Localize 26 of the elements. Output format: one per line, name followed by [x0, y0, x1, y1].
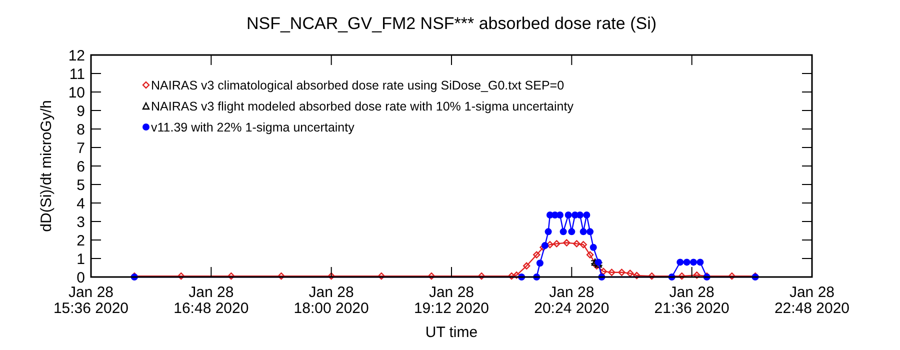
legend-label: v11.39 with 22% 1-sigma uncertainty — [151, 120, 356, 134]
y-tick-label: 9 — [76, 102, 85, 120]
legend-label: NAIRAS v3 climatological absorbed dose rate using SiDose_G0.txt SEP=0 — [151, 78, 564, 92]
y-tick-label: 8 — [76, 121, 85, 138]
y-tick-label: 7 — [76, 140, 85, 157]
legend-label: NAIRAS v3 flight modeled absorbed dose rate with 10% 1-sigma uncertainty — [151, 99, 574, 114]
y-tick-label: 5 — [76, 176, 85, 194]
x-tick-label: Jan 28 22:48 2020 — [774, 284, 850, 317]
x-tick-label: Jan 28 15:36 2020 — [53, 284, 129, 317]
y-tick-label: 0 — [76, 269, 85, 286]
y-tick-label: 11 — [69, 66, 85, 83]
x-tick-label: Jan 28 18:00 2020 — [294, 284, 369, 317]
x-tick-label: Jan 28 16:48 2020 — [174, 284, 249, 317]
y-axis-title: dD(Si)/dt microGy/h — [38, 100, 55, 232]
x-tick-label: Jan 28 21:36 2020 — [654, 284, 730, 317]
y-tick-label: 1 — [76, 250, 85, 268]
y-tick-label: 6 — [76, 158, 85, 176]
y-tick-label: 4 — [76, 195, 85, 212]
y-tick-label: 10 — [68, 84, 85, 102]
x-tick-label: Jan 28 19:12 2020 — [414, 284, 490, 317]
y-tick-label: 3 — [76, 214, 85, 231]
chart-title: NSF_NCAR_GV_FM2 NSF*** absorbed dose rate (Si) — [246, 14, 657, 33]
y-tick-label: 2 — [76, 232, 85, 250]
x-tick-label: Jan 28 20:24 2020 — [534, 284, 610, 317]
x-axis-title: UT time — [425, 324, 478, 341]
y-tick-label: 12 — [68, 47, 85, 64]
